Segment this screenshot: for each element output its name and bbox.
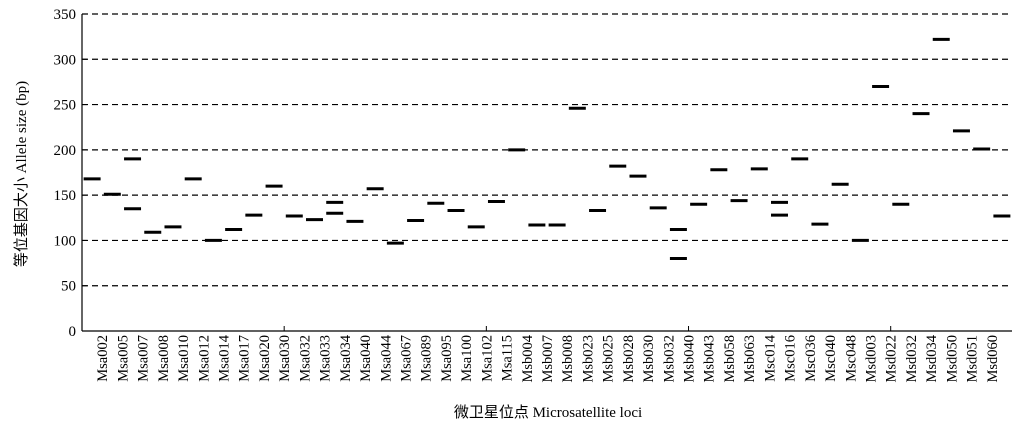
- x-category-label: Msc040: [823, 335, 839, 382]
- x-category-label: Msb008: [560, 335, 576, 383]
- x-category-label: Msd034: [924, 334, 940, 382]
- x-category-label: Msa115: [500, 335, 516, 381]
- x-category-label: Msd060: [985, 335, 1001, 383]
- x-category-label: Msd022: [884, 335, 900, 383]
- x-category-label: Msa044: [378, 334, 394, 381]
- x-category-label: Msa095: [439, 335, 455, 382]
- x-category-label: Msa034: [338, 334, 354, 381]
- mark-layer: [83, 37, 1011, 261]
- x-category-label: Msb030: [641, 335, 657, 383]
- x-category-label: Msb025: [601, 335, 617, 383]
- axis-layer: [81, 13, 1012, 332]
- x-category-label: Msa020: [257, 335, 273, 382]
- x-category-label: Msa067: [398, 335, 414, 382]
- y-tick-label: 300: [54, 52, 77, 68]
- x-category-label: Msb023: [580, 335, 596, 383]
- x-category-label: Msa010: [176, 335, 192, 382]
- x-category-label: Msa032: [297, 335, 313, 382]
- x-category-label: Msa100: [459, 335, 475, 382]
- y-tick-label: 50: [61, 279, 76, 295]
- x-category-label: Msb007: [540, 335, 556, 383]
- x-category-label: Msd050: [944, 335, 960, 383]
- y-tick-label: 350: [54, 7, 77, 23]
- x-category-label: Msb032: [661, 335, 677, 383]
- y-tick-label: 100: [54, 233, 77, 249]
- y-tick-label: 200: [54, 143, 77, 159]
- x-category-label: Msc036: [803, 335, 819, 382]
- y-tick-label: 0: [69, 324, 77, 340]
- x-category-label: Msa040: [358, 335, 374, 382]
- x-category-label: Msa102: [479, 335, 495, 382]
- x-category-label: Msb004: [520, 334, 536, 382]
- x-category-label: Msa033: [318, 335, 334, 382]
- x-category-label: Msa030: [277, 335, 293, 382]
- x-category-label: Msa002: [95, 335, 111, 382]
- x-category-label: Msa089: [419, 335, 435, 382]
- x-category-label: Msb058: [722, 335, 738, 383]
- x-category-label: Msa014: [217, 334, 233, 381]
- x-category-label: Msa005: [115, 335, 131, 382]
- y-tick-label: 150: [54, 188, 77, 204]
- x-category-label: Msa012: [196, 335, 212, 382]
- x-category-label: Msa017: [237, 335, 253, 382]
- x-category-label: Msc048: [843, 335, 859, 382]
- x-axis-title: 微卫星位点 Microsatellite loci: [454, 404, 642, 421]
- x-category-label: Msd003: [863, 335, 879, 383]
- x-category-label: Msb043: [702, 335, 718, 383]
- y-axis-title: 等位基因大小 Allele size (bp): [12, 81, 30, 267]
- y-tick-label: 250: [54, 98, 77, 114]
- grid-layer: [82, 13, 1012, 287]
- x-category-label: Msc016: [783, 335, 799, 382]
- x-category-label: Msc014: [762, 334, 778, 381]
- x-category-label: Msb028: [621, 335, 637, 383]
- x-category-label: Msa007: [136, 335, 152, 382]
- x-category-label: Msa008: [156, 335, 172, 382]
- x-category-label: Msd032: [904, 335, 920, 383]
- x-category-label: Msd051: [965, 335, 981, 383]
- x-category-label: Msb063: [742, 335, 758, 383]
- x-category-label: Msb040: [682, 335, 698, 383]
